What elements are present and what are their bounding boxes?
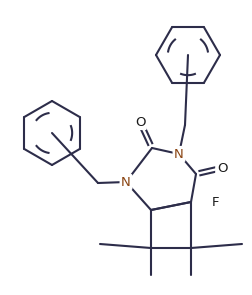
Text: O: O bbox=[135, 116, 145, 129]
Text: F: F bbox=[212, 196, 219, 209]
Text: N: N bbox=[174, 148, 184, 160]
Text: O: O bbox=[217, 161, 227, 175]
Text: N: N bbox=[121, 176, 131, 189]
